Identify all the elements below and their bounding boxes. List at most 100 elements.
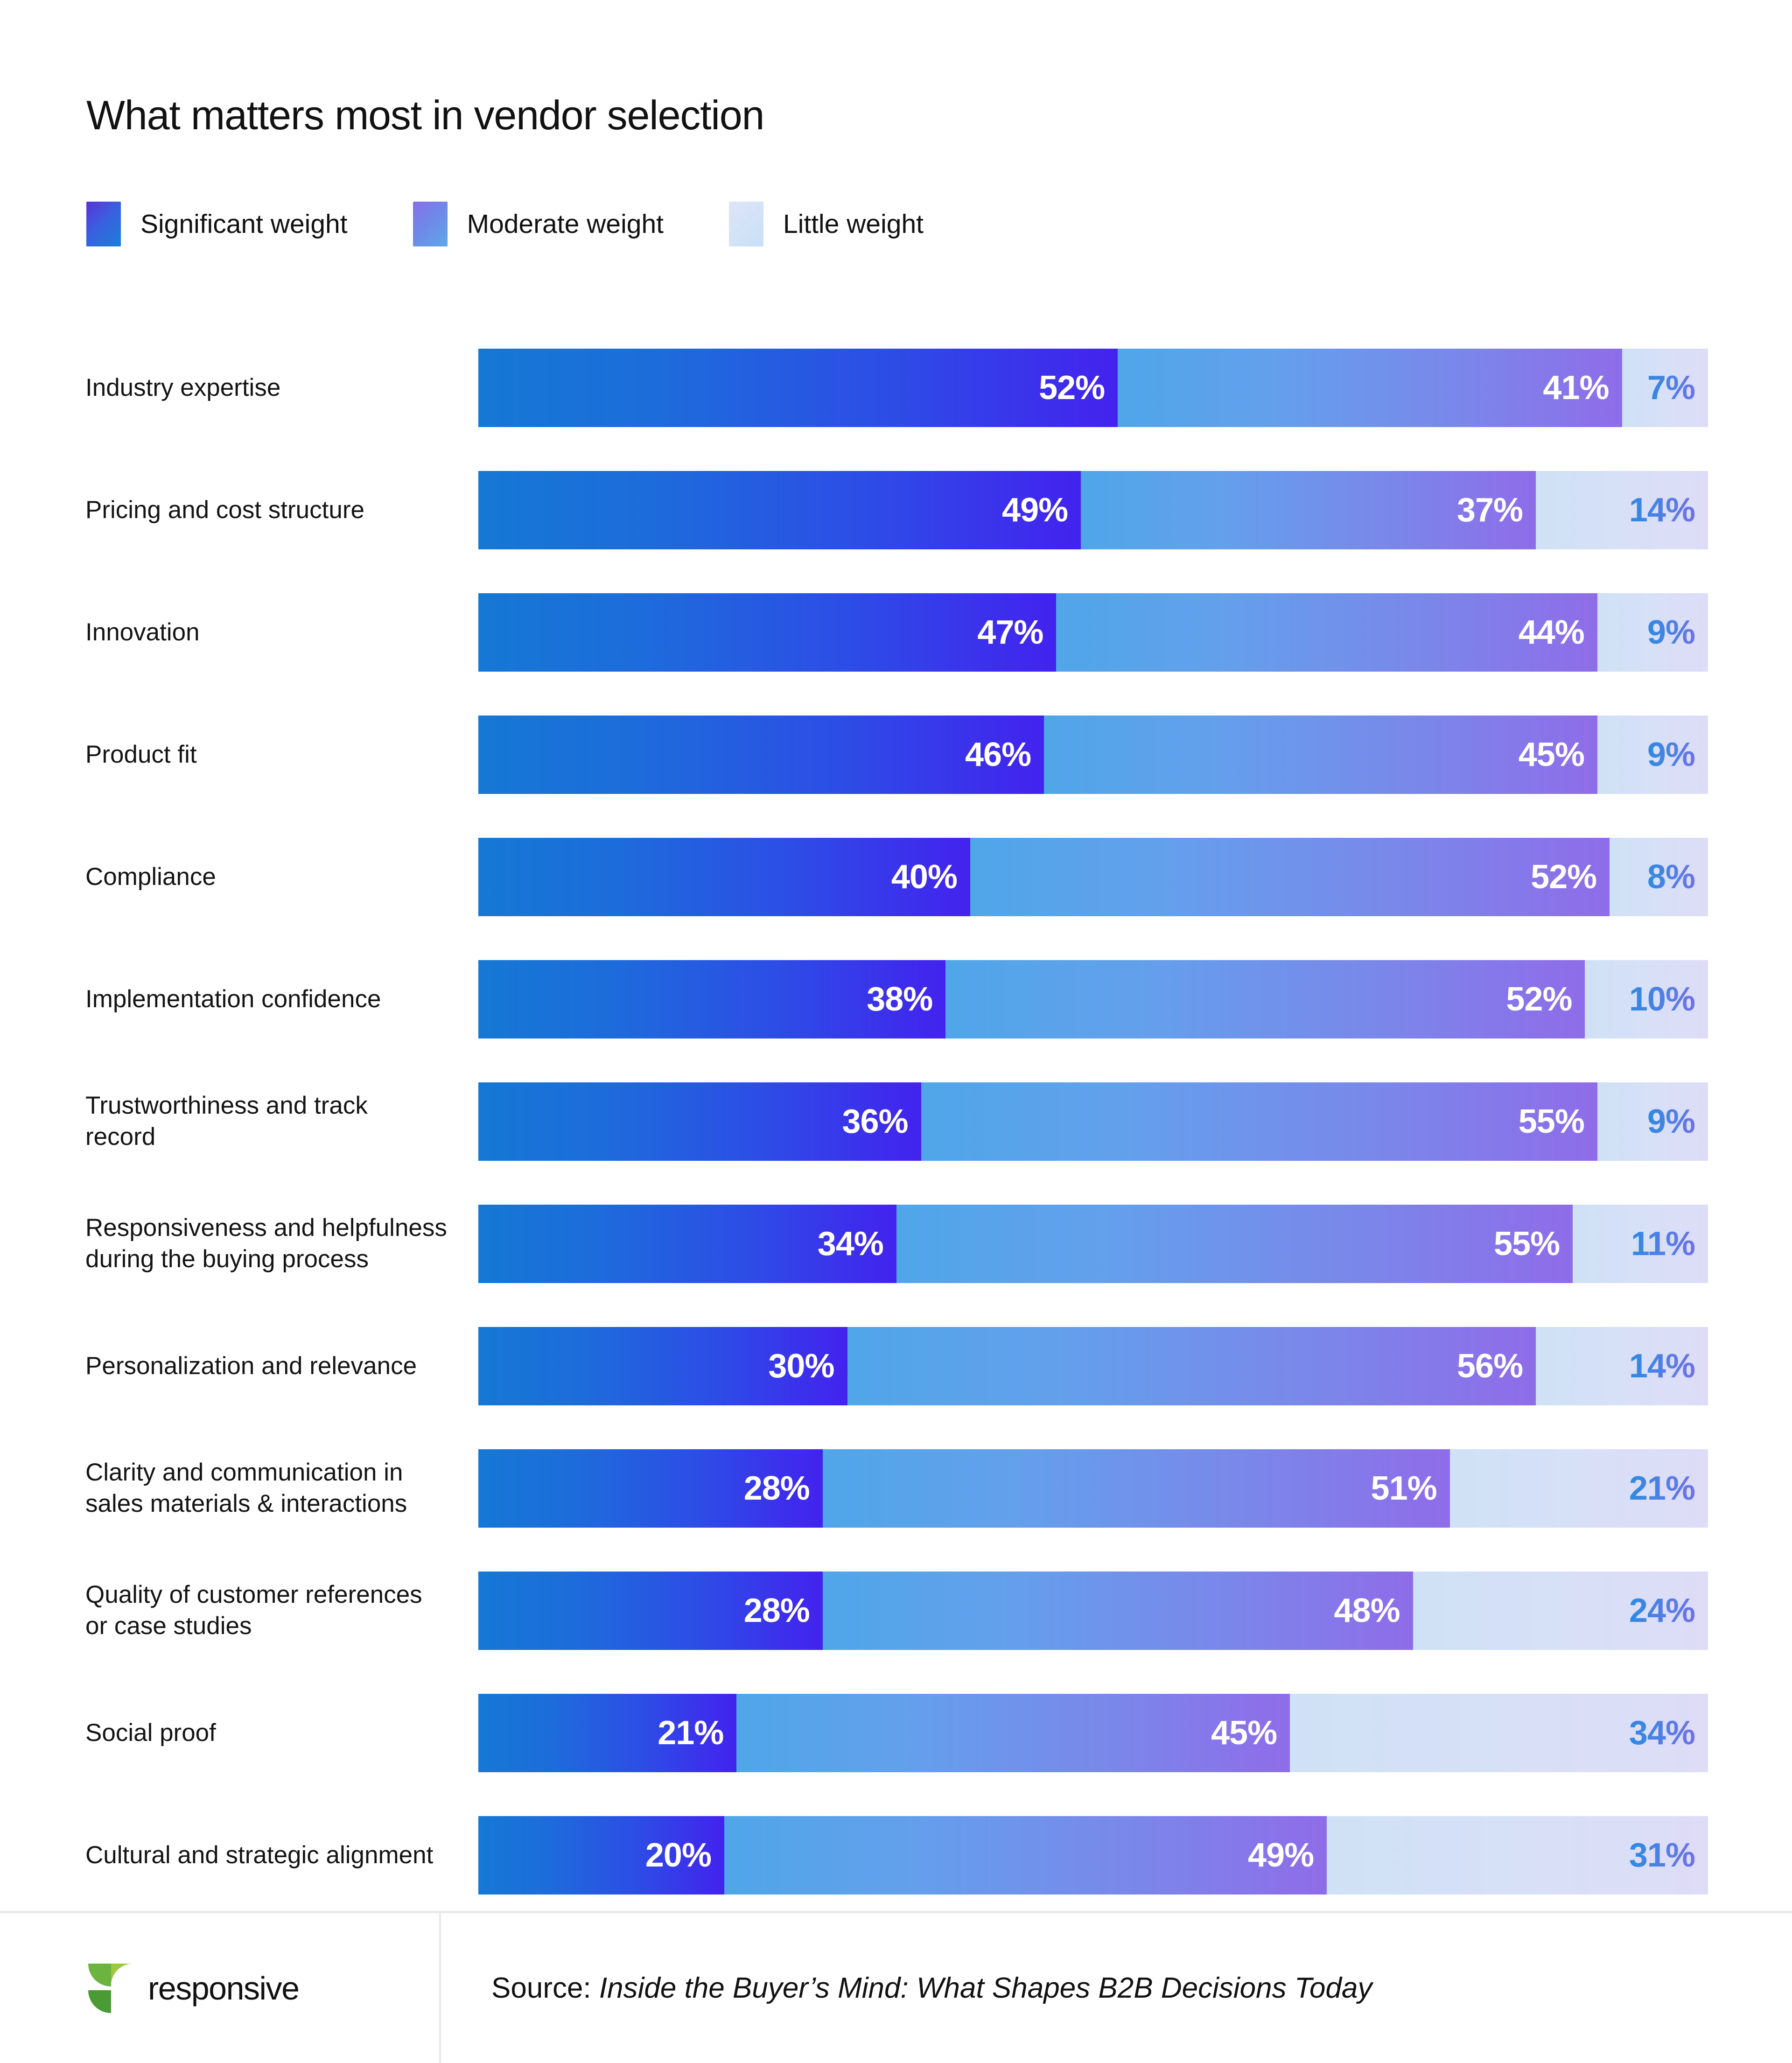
stacked-bar: 21% 45% 34% xyxy=(478,1694,1708,1772)
category-label: Responsiveness and helpfulness during the… xyxy=(0,1213,478,1275)
responsive-wordmark: responsive xyxy=(148,1970,300,2007)
chart-row: Social proof 21% 45% 34% xyxy=(0,1672,1792,1794)
legend-label-0: Significant weight xyxy=(140,209,348,239)
bar-segment-2[interactable]: 7% xyxy=(1622,349,1708,427)
category-label-line: Responsiveness and helpfulness xyxy=(85,1214,447,1242)
chart-row: Responsiveness and helpfulness during the… xyxy=(0,1183,1792,1305)
bar-segment-0[interactable]: 21% xyxy=(478,1694,737,1772)
bar-segment-value: 45% xyxy=(1211,1714,1277,1752)
bar-segment-1[interactable]: 48% xyxy=(822,1572,1413,1650)
bar-segment-value: 9% xyxy=(1647,616,1708,649)
bar-segment-2[interactable]: 10% xyxy=(1585,960,1708,1039)
source-title: Inside the Buyer’s Mind: What Shapes B2B… xyxy=(599,1972,1372,2004)
category-label: Clarity and communication in sales materi… xyxy=(0,1457,478,1520)
bar-segment-1[interactable]: 56% xyxy=(847,1327,1536,1405)
chart-row: Quality of customer references or case st… xyxy=(0,1550,1792,1672)
bar-segment-value: 44% xyxy=(1518,614,1585,651)
bar-segment-1[interactable]: 52% xyxy=(945,960,1585,1039)
legend-item-0[interactable]: Significant weight xyxy=(86,202,413,246)
bar-segment-value: 56% xyxy=(1456,1347,1523,1385)
bar-segment-1[interactable]: 52% xyxy=(970,838,1610,916)
bar-segment-value: 21% xyxy=(658,1714,724,1752)
stacked-bar: 40% 52% 8% xyxy=(478,838,1708,916)
stacked-bar: 52% 41% 7% xyxy=(478,349,1708,427)
chart-row: Personalization and relevance 30% 56% 14% xyxy=(0,1305,1792,1427)
chart-row: Product fit 46% 45% 9% xyxy=(0,694,1792,816)
category-label-line: Innovation xyxy=(85,618,200,646)
chart-legend: Significant weight Moderate weight Little … xyxy=(86,202,924,246)
bar-segment-value: 34% xyxy=(1629,1716,1708,1750)
bar-segment-0[interactable]: 40% xyxy=(478,838,970,916)
bar-segment-2[interactable]: 14% xyxy=(1536,1327,1708,1405)
legend-swatch-0 xyxy=(86,202,121,246)
bar-segment-value: 38% xyxy=(867,981,933,1018)
bar-segment-2[interactable]: 9% xyxy=(1597,593,1708,672)
bar-segment-value: 20% xyxy=(645,1837,712,1874)
category-label-line: Industry expertise xyxy=(85,373,281,401)
chart-row: Clarity and communication in sales materi… xyxy=(0,1427,1792,1550)
bar-segment-0[interactable]: 38% xyxy=(478,960,946,1039)
stacked-bar: 20% 49% 31% xyxy=(478,1816,1708,1895)
bar-segment-value: 21% xyxy=(1629,1472,1708,1505)
bar-segment-value: 49% xyxy=(1002,491,1068,529)
bar-segment-1[interactable]: 55% xyxy=(921,1082,1597,1161)
category-label-line: during the buying process xyxy=(85,1245,369,1273)
bar-segment-2[interactable]: 8% xyxy=(1610,838,1708,916)
bar-segment-value: 36% xyxy=(842,1103,908,1140)
bar-segment-0[interactable]: 49% xyxy=(478,471,1081,549)
bar-segment-value: 48% xyxy=(1334,1592,1400,1629)
bar-segment-value: 28% xyxy=(743,1470,810,1507)
category-label-line: Trustworthiness and track xyxy=(85,1092,368,1120)
page-title: What matters most in vendor selection xyxy=(86,92,764,138)
bar-segment-2[interactable]: 34% xyxy=(1290,1694,1708,1772)
bar-segment-0[interactable]: 20% xyxy=(478,1816,724,1895)
bar-segment-1[interactable]: 45% xyxy=(736,1694,1290,1772)
bar-segment-1[interactable]: 37% xyxy=(1081,471,1536,549)
bar-segment-value: 14% xyxy=(1629,493,1708,527)
bar-segment-value: 9% xyxy=(1647,1105,1708,1138)
bar-segment-0[interactable]: 34% xyxy=(478,1205,896,1283)
bar-segment-0[interactable]: 46% xyxy=(478,716,1044,794)
legend-label-1: Moderate weight xyxy=(467,209,664,239)
category-label: Implementation confidence xyxy=(0,984,478,1015)
category-label-line: Pricing and cost structure xyxy=(85,496,364,524)
chart-plot-area: Industry expertise 52% 41% 7% Pricing and co… xyxy=(0,327,1792,1916)
bar-segment-1[interactable]: 55% xyxy=(896,1205,1573,1283)
bar-segment-1[interactable]: 51% xyxy=(822,1449,1450,1528)
bar-segment-value: 28% xyxy=(743,1592,810,1629)
bar-segment-1[interactable]: 45% xyxy=(1044,716,1597,794)
bar-segment-0[interactable]: 47% xyxy=(478,593,1057,672)
bar-segment-2[interactable]: 21% xyxy=(1449,1449,1708,1528)
bar-segment-2[interactable]: 9% xyxy=(1597,1082,1708,1161)
bar-segment-1[interactable]: 41% xyxy=(1118,349,1622,427)
bar-segment-2[interactable]: 9% xyxy=(1597,716,1708,794)
bar-segment-0[interactable]: 30% xyxy=(478,1327,847,1405)
legend-label-2: Little weight xyxy=(783,209,924,239)
bar-segment-1[interactable]: 44% xyxy=(1056,593,1597,672)
bar-segment-2[interactable]: 14% xyxy=(1536,471,1708,549)
chart-footer: responsive Source: Inside the Buyer’s Mi… xyxy=(0,1913,1792,2063)
source-prefix: Source: xyxy=(491,1972,591,2004)
category-label-line: Personalization and relevance xyxy=(85,1352,417,1380)
category-label-line: Clarity and communication in xyxy=(85,1459,403,1487)
bar-segment-0[interactable]: 28% xyxy=(478,1572,823,1650)
category-label-line: Cultural and strategic alignment xyxy=(85,1841,434,1869)
bar-segment-value: 34% xyxy=(817,1225,884,1263)
category-label-line: Social proof xyxy=(85,1719,216,1747)
bar-segment-2[interactable]: 11% xyxy=(1573,1205,1708,1283)
bar-segment-2[interactable]: 31% xyxy=(1327,1816,1708,1895)
bar-segment-value: 47% xyxy=(977,614,1043,651)
bar-segment-0[interactable]: 52% xyxy=(478,349,1118,427)
stacked-bar: 49% 37% 14% xyxy=(478,471,1708,549)
category-label-line: record xyxy=(85,1123,156,1151)
bar-segment-value: 55% xyxy=(1494,1225,1560,1263)
stacked-bar: 28% 48% 24% xyxy=(478,1572,1708,1650)
bar-segment-0[interactable]: 36% xyxy=(478,1082,921,1161)
bar-segment-value: 31% xyxy=(1629,1838,1708,1872)
stacked-bar: 47% 44% 9% xyxy=(478,593,1708,672)
bar-segment-0[interactable]: 28% xyxy=(478,1449,823,1528)
legend-item-2[interactable]: Little weight xyxy=(729,202,924,246)
legend-item-1[interactable]: Moderate weight xyxy=(413,202,729,246)
bar-segment-2[interactable]: 24% xyxy=(1413,1572,1708,1650)
bar-segment-1[interactable]: 49% xyxy=(724,1816,1327,1895)
